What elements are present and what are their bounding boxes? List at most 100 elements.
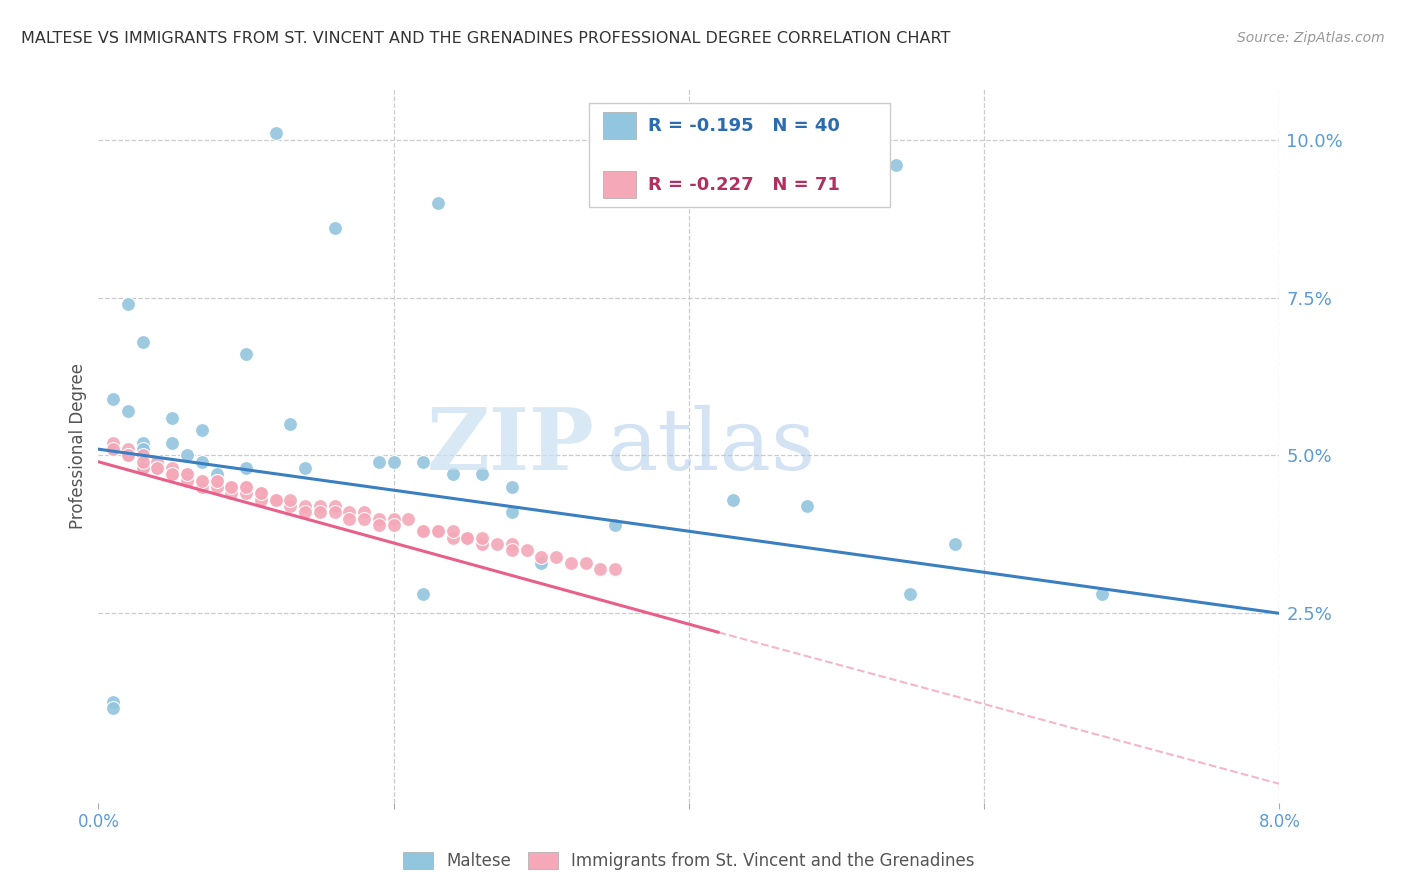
Point (191, 480, 214, 494)
Point (117, 442, 139, 457)
Point (546, 549, 568, 564)
Y-axis label: Professional Degree: Professional Degree (69, 363, 87, 529)
Point (560, 556, 582, 570)
Point (264, 492, 287, 507)
Point (205, 467, 228, 482)
Point (278, 417, 302, 431)
Point (426, 195, 449, 210)
Point (117, 449, 139, 463)
Legend: Maltese, Immigrants from St. Vincent and the Grenadines: Maltese, Immigrants from St. Vincent and… (396, 845, 981, 877)
Point (426, 524, 449, 539)
Point (605, 562, 627, 576)
Point (219, 486, 242, 500)
Point (191, 474, 214, 488)
Point (205, 480, 228, 494)
Point (176, 467, 198, 482)
Point (235, 480, 257, 494)
Point (235, 347, 257, 361)
Point (176, 467, 198, 482)
Point (796, 499, 818, 513)
Point (1091, 587, 1114, 601)
Point (943, 537, 966, 551)
Point (412, 524, 434, 539)
Point (191, 423, 214, 437)
Point (323, 499, 346, 513)
Point (235, 461, 257, 475)
Point (176, 449, 198, 463)
Point (294, 461, 316, 475)
Point (471, 467, 494, 482)
Point (485, 537, 508, 551)
Point (132, 442, 155, 457)
Point (103, 392, 125, 406)
Point (900, 587, 922, 601)
Point (191, 474, 214, 488)
Text: Source: ZipAtlas.com: Source: ZipAtlas.com (1237, 31, 1385, 45)
Point (264, 127, 287, 141)
Point (103, 435, 125, 450)
Point (426, 524, 449, 539)
Point (412, 455, 434, 469)
Point (103, 695, 125, 709)
Point (530, 556, 553, 570)
Point (132, 435, 155, 450)
Point (162, 410, 183, 425)
Point (294, 505, 316, 519)
Point (132, 461, 155, 475)
Point (103, 701, 125, 715)
Point (250, 492, 273, 507)
Text: ZIP: ZIP (426, 404, 595, 488)
Point (441, 531, 464, 545)
Point (501, 543, 523, 558)
Text: atlas: atlas (606, 404, 815, 488)
Point (441, 467, 464, 482)
Point (323, 221, 346, 235)
Point (117, 404, 139, 418)
Point (367, 455, 389, 469)
Point (162, 461, 183, 475)
Point (605, 517, 627, 532)
Point (205, 474, 228, 488)
Point (367, 517, 389, 532)
Point (162, 467, 183, 482)
Text: R = -0.227   N = 71: R = -0.227 N = 71 (648, 176, 839, 194)
Text: MALTESE VS IMMIGRANTS FROM ST. VINCENT AND THE GRENADINES PROFESSIONAL DEGREE CO: MALTESE VS IMMIGRANTS FROM ST. VINCENT A… (21, 31, 950, 46)
Point (308, 505, 332, 519)
Point (323, 505, 346, 519)
Point (294, 499, 316, 513)
Point (250, 486, 273, 500)
FancyBboxPatch shape (603, 171, 636, 198)
Point (278, 499, 302, 513)
Point (589, 562, 612, 576)
Point (103, 442, 125, 457)
Point (146, 455, 169, 469)
Point (117, 449, 139, 463)
Point (117, 297, 139, 311)
Point (412, 524, 434, 539)
Point (117, 449, 139, 463)
Point (530, 549, 553, 564)
Point (501, 480, 523, 494)
Point (219, 480, 242, 494)
Point (501, 505, 523, 519)
Point (162, 435, 183, 450)
Point (471, 537, 494, 551)
Text: R = -0.195   N = 40: R = -0.195 N = 40 (648, 117, 839, 135)
Point (471, 531, 494, 545)
Point (162, 467, 183, 482)
Point (382, 517, 405, 532)
Point (721, 492, 744, 507)
Point (278, 492, 302, 507)
Point (574, 556, 596, 570)
Point (441, 524, 464, 539)
Point (367, 511, 389, 525)
Point (396, 511, 419, 525)
Point (337, 505, 360, 519)
Point (132, 455, 155, 469)
Point (205, 474, 228, 488)
Point (456, 531, 478, 545)
Point (264, 492, 287, 507)
Point (146, 461, 169, 475)
Point (191, 455, 214, 469)
Point (103, 442, 125, 457)
